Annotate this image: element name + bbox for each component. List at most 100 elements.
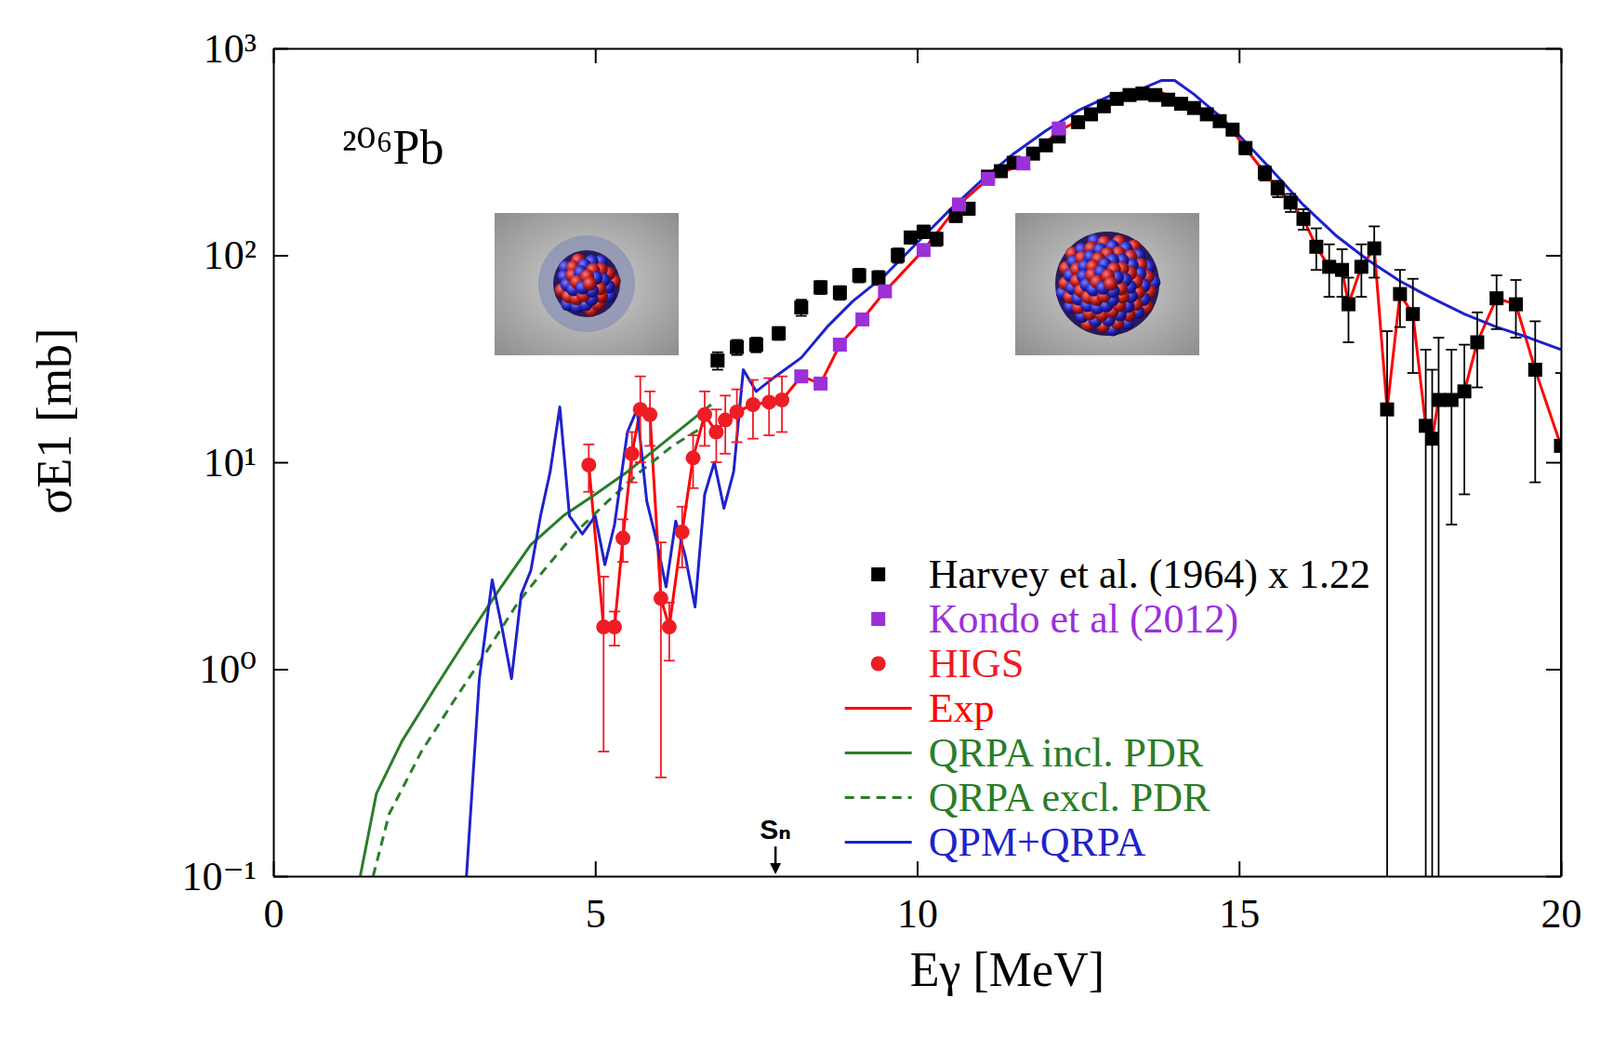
error-cap <box>1355 295 1367 298</box>
error-cap <box>676 566 688 569</box>
data-point <box>793 369 808 384</box>
x-top-tick-mark <box>595 48 597 64</box>
series-line <box>588 92 1561 627</box>
series-line <box>466 79 1561 876</box>
y-tick: 10¹ <box>203 439 289 486</box>
error-cap <box>608 610 621 613</box>
error-cap <box>1394 326 1406 329</box>
x-tick-label: 0 <box>264 890 285 937</box>
data-point <box>813 279 828 294</box>
error-cap <box>712 369 724 371</box>
error-cap <box>731 354 743 357</box>
legend-swatch <box>871 611 886 626</box>
error-cap <box>1323 295 1336 298</box>
data-point <box>833 285 847 300</box>
data-point <box>1469 334 1484 349</box>
nucleon <box>1103 277 1118 291</box>
y-tick: 10⁰ <box>198 646 289 692</box>
annotation-arrowhead <box>769 862 781 874</box>
data-point <box>916 242 931 257</box>
error-cap <box>710 461 722 463</box>
error-cap <box>1297 208 1310 211</box>
error-cap <box>1342 277 1354 279</box>
error-cap <box>1368 277 1380 279</box>
data-point <box>1367 241 1382 256</box>
error-cap <box>1271 180 1283 183</box>
error-cap <box>1471 311 1483 314</box>
error-cap <box>1445 348 1457 351</box>
data-point <box>952 197 966 212</box>
x-tick-label: 5 <box>585 890 607 937</box>
error-cap <box>1342 341 1354 344</box>
data-point <box>771 326 786 341</box>
error-cap <box>634 461 647 463</box>
error-cap <box>763 434 775 437</box>
error-cap <box>1407 371 1419 374</box>
data-point <box>1457 383 1472 398</box>
y-tick-label: 10³ <box>203 26 257 72</box>
data-point <box>1200 106 1215 121</box>
x-axis-title: Eγ [MeV] <box>910 942 1105 996</box>
error-bar <box>1463 344 1466 495</box>
error-cap <box>1323 243 1336 246</box>
data-point <box>1380 402 1395 417</box>
data-point <box>1425 431 1440 446</box>
error-cap <box>1432 336 1444 339</box>
data-point <box>1257 165 1272 180</box>
x-top-tick-mark <box>916 48 919 64</box>
data-point <box>1051 121 1066 136</box>
error-cap <box>634 375 647 378</box>
error-cap <box>626 431 638 434</box>
error-cap <box>687 487 700 490</box>
error-cap <box>699 390 711 393</box>
annotation-arrow <box>774 846 778 865</box>
y-tick-mark <box>273 254 289 257</box>
data-point <box>1335 263 1349 278</box>
error-cap <box>676 505 688 508</box>
data-point <box>871 270 886 285</box>
annotation: Sₙ <box>759 813 792 874</box>
data-point <box>1148 88 1163 103</box>
data-point <box>1309 239 1323 254</box>
legend-swatch <box>845 751 913 754</box>
error-cap <box>1510 336 1522 339</box>
error-cap <box>1427 369 1439 371</box>
data-point <box>1554 438 1562 453</box>
y-right-tick-mark <box>1546 668 1561 671</box>
data-point <box>1016 156 1031 171</box>
y-right-tick <box>1546 875 1561 877</box>
data-point <box>686 449 701 465</box>
data-point <box>903 230 918 245</box>
nucleus-icon <box>1015 212 1200 356</box>
nucleus-core <box>553 250 621 318</box>
x-tick-mark <box>595 860 597 876</box>
error-bar <box>1450 349 1453 525</box>
error-cap <box>795 298 807 301</box>
error-cap <box>1394 268 1406 271</box>
series-line <box>372 425 705 876</box>
data-point <box>1097 99 1111 114</box>
error-cap <box>582 443 595 446</box>
error-cap <box>719 394 731 397</box>
data-point <box>1110 92 1124 106</box>
error-bar <box>1438 337 1441 876</box>
legend-swatch <box>845 840 913 844</box>
error-cap <box>1355 243 1367 246</box>
error-cap <box>1381 330 1393 332</box>
legend-swatch <box>871 656 886 672</box>
data-point <box>1238 141 1253 156</box>
error-cap <box>1284 193 1296 196</box>
scatter-series <box>793 121 1066 391</box>
x-axis: 05101520 <box>264 860 1583 937</box>
nucleon <box>582 277 597 291</box>
legend-label: QRPA incl. PDR <box>928 729 1204 776</box>
series-line <box>359 404 711 876</box>
y-right-tick-mark <box>1546 875 1561 878</box>
y-right-tick <box>1546 255 1561 257</box>
data-point <box>710 353 725 368</box>
marks <box>359 79 1561 876</box>
data-point <box>1528 362 1543 377</box>
legend-swatch <box>845 795 913 799</box>
error-cap <box>626 481 638 484</box>
data-point <box>1405 306 1420 321</box>
